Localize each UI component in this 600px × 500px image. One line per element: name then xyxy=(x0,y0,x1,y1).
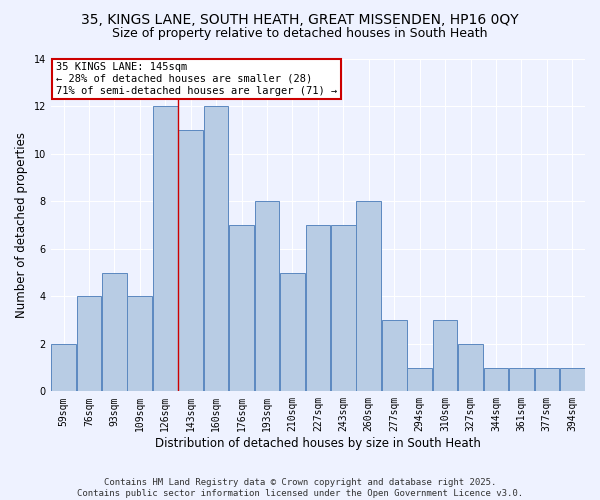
Bar xyxy=(51,344,76,392)
Bar xyxy=(331,225,356,392)
Bar xyxy=(484,368,508,392)
Bar xyxy=(178,130,203,392)
Bar xyxy=(509,368,534,392)
Text: Contains HM Land Registry data © Crown copyright and database right 2025.
Contai: Contains HM Land Registry data © Crown c… xyxy=(77,478,523,498)
Bar xyxy=(254,202,280,392)
Bar xyxy=(77,296,101,392)
Bar xyxy=(229,225,254,392)
Bar xyxy=(458,344,483,392)
Y-axis label: Number of detached properties: Number of detached properties xyxy=(15,132,28,318)
Bar xyxy=(102,272,127,392)
Bar xyxy=(280,272,305,392)
Bar xyxy=(204,106,229,392)
Text: Size of property relative to detached houses in South Heath: Size of property relative to detached ho… xyxy=(112,28,488,40)
Bar xyxy=(535,368,559,392)
Bar xyxy=(382,320,407,392)
Text: 35, KINGS LANE, SOUTH HEATH, GREAT MISSENDEN, HP16 0QY: 35, KINGS LANE, SOUTH HEATH, GREAT MISSE… xyxy=(81,12,519,26)
Bar xyxy=(127,296,152,392)
Bar xyxy=(433,320,457,392)
Bar xyxy=(356,202,381,392)
Bar xyxy=(153,106,178,392)
Bar xyxy=(407,368,432,392)
X-axis label: Distribution of detached houses by size in South Heath: Distribution of detached houses by size … xyxy=(155,437,481,450)
Text: 35 KINGS LANE: 145sqm
← 28% of detached houses are smaller (28)
71% of semi-deta: 35 KINGS LANE: 145sqm ← 28% of detached … xyxy=(56,62,337,96)
Bar xyxy=(560,368,584,392)
Bar xyxy=(305,225,330,392)
